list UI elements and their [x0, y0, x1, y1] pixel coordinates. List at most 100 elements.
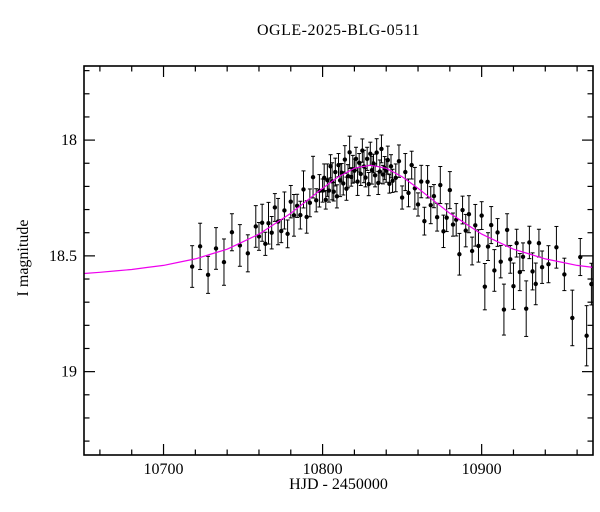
data-point	[304, 214, 309, 220]
data-point	[450, 222, 456, 227]
x-tick-label: 10900	[462, 461, 502, 478]
data-point	[282, 208, 287, 213]
data-point	[342, 157, 348, 162]
data-point	[321, 175, 327, 181]
data-point	[428, 202, 433, 208]
data-point	[314, 198, 319, 203]
data-point	[269, 230, 274, 235]
data-point	[341, 181, 346, 186]
data-point	[263, 241, 268, 247]
data-point	[460, 207, 465, 213]
x-tick-label: 10700	[144, 461, 184, 478]
y-tick-label: 18.5	[49, 248, 77, 265]
data-point	[523, 306, 529, 311]
data-point	[584, 333, 589, 338]
data-point	[447, 187, 453, 193]
data-point	[476, 243, 481, 249]
data-point	[253, 224, 258, 229]
data-point	[508, 257, 513, 262]
data-point	[189, 264, 195, 269]
data-point	[385, 157, 391, 163]
data-point	[441, 229, 446, 234]
data-point	[272, 205, 278, 210]
data-point	[546, 262, 551, 267]
data-point	[288, 199, 293, 204]
data-point	[390, 178, 395, 184]
data-point	[291, 213, 297, 218]
data-point	[463, 228, 468, 233]
chart-title: OGLE-2025-BLG-0511	[256, 22, 421, 39]
data-point	[431, 193, 437, 199]
data-point	[347, 150, 352, 155]
data-point	[379, 146, 384, 152]
data-point	[266, 221, 271, 226]
data-point	[358, 171, 363, 177]
data-point	[372, 173, 378, 178]
data-point	[520, 254, 526, 259]
data-point	[482, 284, 488, 289]
data-point	[197, 244, 203, 249]
data-point	[473, 223, 478, 228]
data-point	[554, 245, 559, 250]
y-tick-label: 19	[61, 364, 77, 381]
data-point	[213, 246, 219, 251]
data-point	[205, 272, 211, 278]
data-point	[533, 281, 538, 287]
data-point	[415, 202, 421, 207]
data-point	[511, 284, 516, 289]
data-point	[310, 174, 316, 180]
plot-frame	[83, 65, 594, 456]
data-point	[504, 227, 510, 233]
data-point	[425, 179, 430, 184]
data-point	[221, 259, 227, 265]
data-point	[364, 156, 370, 162]
data-point	[298, 212, 303, 218]
data-point	[323, 197, 328, 203]
data-point	[527, 240, 532, 245]
data-point	[466, 211, 472, 217]
data-point	[578, 254, 583, 260]
data-point	[492, 268, 497, 273]
data-point	[307, 200, 313, 206]
data-point	[396, 158, 402, 164]
data-point	[485, 244, 491, 249]
data-point	[457, 252, 462, 257]
data-point	[434, 215, 440, 220]
data-point	[259, 220, 265, 225]
data-point	[562, 272, 567, 277]
data-point	[331, 189, 336, 194]
data-point	[229, 230, 235, 235]
data-point	[256, 234, 262, 239]
data-point	[377, 169, 383, 174]
data-point	[285, 231, 290, 237]
data-point	[438, 182, 443, 188]
data-point	[495, 230, 500, 235]
data-point	[363, 175, 368, 180]
data-point	[406, 190, 411, 196]
x-axis-label: HJD - 2450000	[289, 476, 388, 493]
data-point	[366, 181, 371, 187]
data-point	[530, 269, 535, 274]
data-point	[489, 222, 494, 228]
data-point	[353, 156, 359, 162]
data-point	[570, 315, 575, 321]
data-point	[326, 188, 332, 193]
data-point	[301, 187, 306, 192]
data-point	[479, 213, 484, 218]
data-point	[444, 215, 449, 220]
data-point	[279, 228, 284, 234]
data-point	[333, 169, 338, 175]
data-point	[539, 265, 545, 270]
data-point	[469, 248, 475, 254]
data-point	[422, 218, 427, 224]
data-point	[498, 259, 503, 264]
data-point	[387, 181, 392, 187]
data-point	[517, 269, 523, 275]
data-point	[368, 151, 373, 156]
model-curve	[83, 164, 594, 275]
y-tick-label: 18	[61, 132, 77, 149]
data-point	[388, 164, 394, 169]
data-point	[334, 194, 340, 199]
